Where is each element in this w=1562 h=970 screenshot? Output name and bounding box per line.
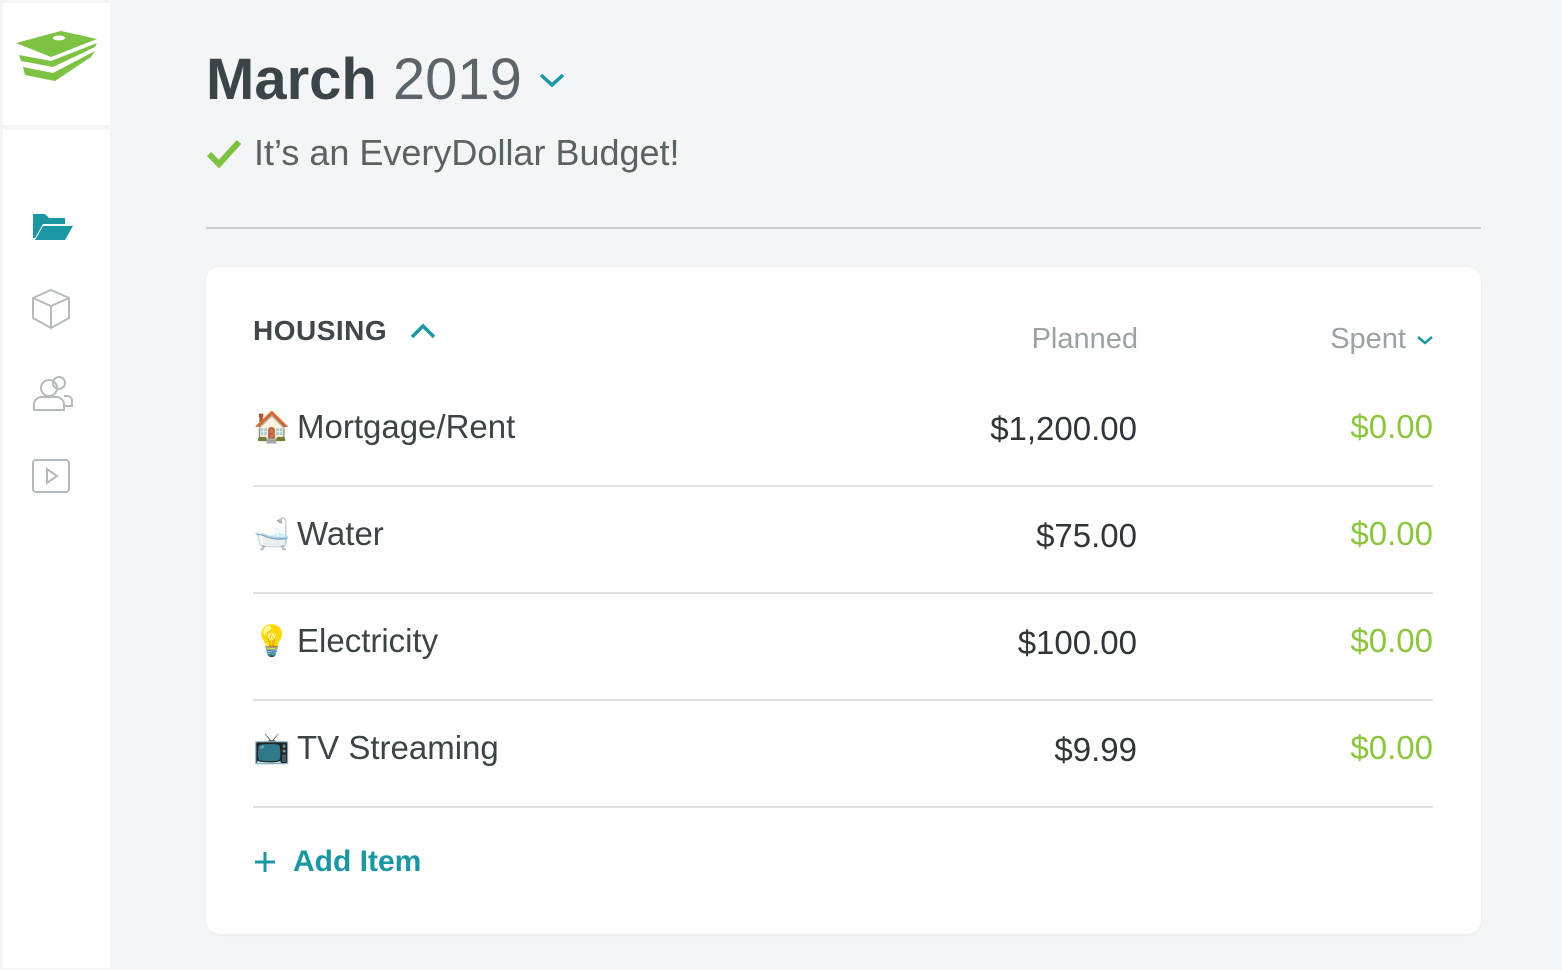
planned-amount[interactable]: $75.00: [1036, 517, 1137, 554]
spent-amount: $0.00: [1350, 515, 1433, 552]
users-icon: [33, 376, 73, 411]
group-title: HOUSING: [253, 315, 388, 346]
item-name[interactable]: TV Streaming: [297, 729, 499, 766]
budget-item-row[interactable]: 🛁 Water $75.00 $0.00: [253, 487, 1433, 594]
item-name[interactable]: Electricity: [297, 622, 439, 659]
planned-column-header: Planned: [1031, 323, 1138, 355]
item-name[interactable]: Water: [297, 515, 384, 552]
sidebar-item-budget[interactable]: [31, 206, 75, 246]
chevron-down-icon: [1417, 335, 1433, 345]
status-text: It’s an EveryDollar Budget!: [254, 132, 680, 173]
group-header[interactable]: HOUSING: [253, 315, 437, 347]
budget-status: It’s an EveryDollar Budget!: [206, 132, 680, 174]
sidebar-item-cube[interactable]: [31, 288, 75, 330]
house-icon: 🏠: [253, 410, 291, 444]
money-stack-logo-icon: [16, 31, 97, 81]
bathtub-icon: 🛁: [253, 517, 291, 551]
sidebar: [0, 0, 110, 970]
cube-icon: [32, 288, 70, 330]
budget-item-row[interactable]: 🏠 Mortgage/Rent $1,200.00 $0.00: [253, 380, 1433, 487]
add-item-label: Add Item: [293, 845, 422, 878]
planned-amount[interactable]: $1,200.00: [990, 410, 1137, 447]
sidebar-item-videos[interactable]: [31, 456, 75, 496]
television-icon: 📺: [253, 731, 291, 765]
light-bulb-icon: 💡: [253, 624, 291, 658]
budget-group-housing: HOUSING Planned Spent 🏠 Mortgage/Rent $1,…: [206, 267, 1481, 934]
budget-item-row[interactable]: 💡 Electricity $100.00 $0.00: [253, 594, 1433, 701]
year: 2019: [392, 47, 522, 112]
spent-amount: $0.00: [1350, 622, 1433, 659]
divider: [206, 227, 1481, 229]
page-title: March 2019: [206, 46, 566, 113]
planned-amount[interactable]: $100.00: [1017, 624, 1137, 661]
budget-item-row[interactable]: 📺 TV Streaming $9.99 $0.00: [253, 701, 1433, 808]
month: March: [206, 47, 377, 112]
play-icon: [32, 459, 70, 493]
add-item-button[interactable]: Add Item: [253, 845, 421, 879]
spent-column-label: Spent: [1330, 323, 1406, 355]
plus-icon: [255, 852, 275, 872]
folder-open-icon: [33, 214, 73, 240]
sidebar-nav: [3, 130, 110, 968]
sidebar-item-users[interactable]: [31, 374, 75, 414]
spent-column-dropdown[interactable]: Spent: [1330, 323, 1434, 356]
spent-amount: $0.00: [1350, 408, 1433, 445]
logo[interactable]: [3, 3, 110, 125]
chevron-down-icon[interactable]: [538, 70, 566, 90]
checkmark-icon: [206, 139, 242, 168]
item-name[interactable]: Mortgage/Rent: [297, 408, 516, 445]
spent-amount: $0.00: [1350, 729, 1433, 766]
chevron-up-icon[interactable]: [409, 321, 437, 341]
planned-amount[interactable]: $9.99: [1054, 731, 1137, 768]
